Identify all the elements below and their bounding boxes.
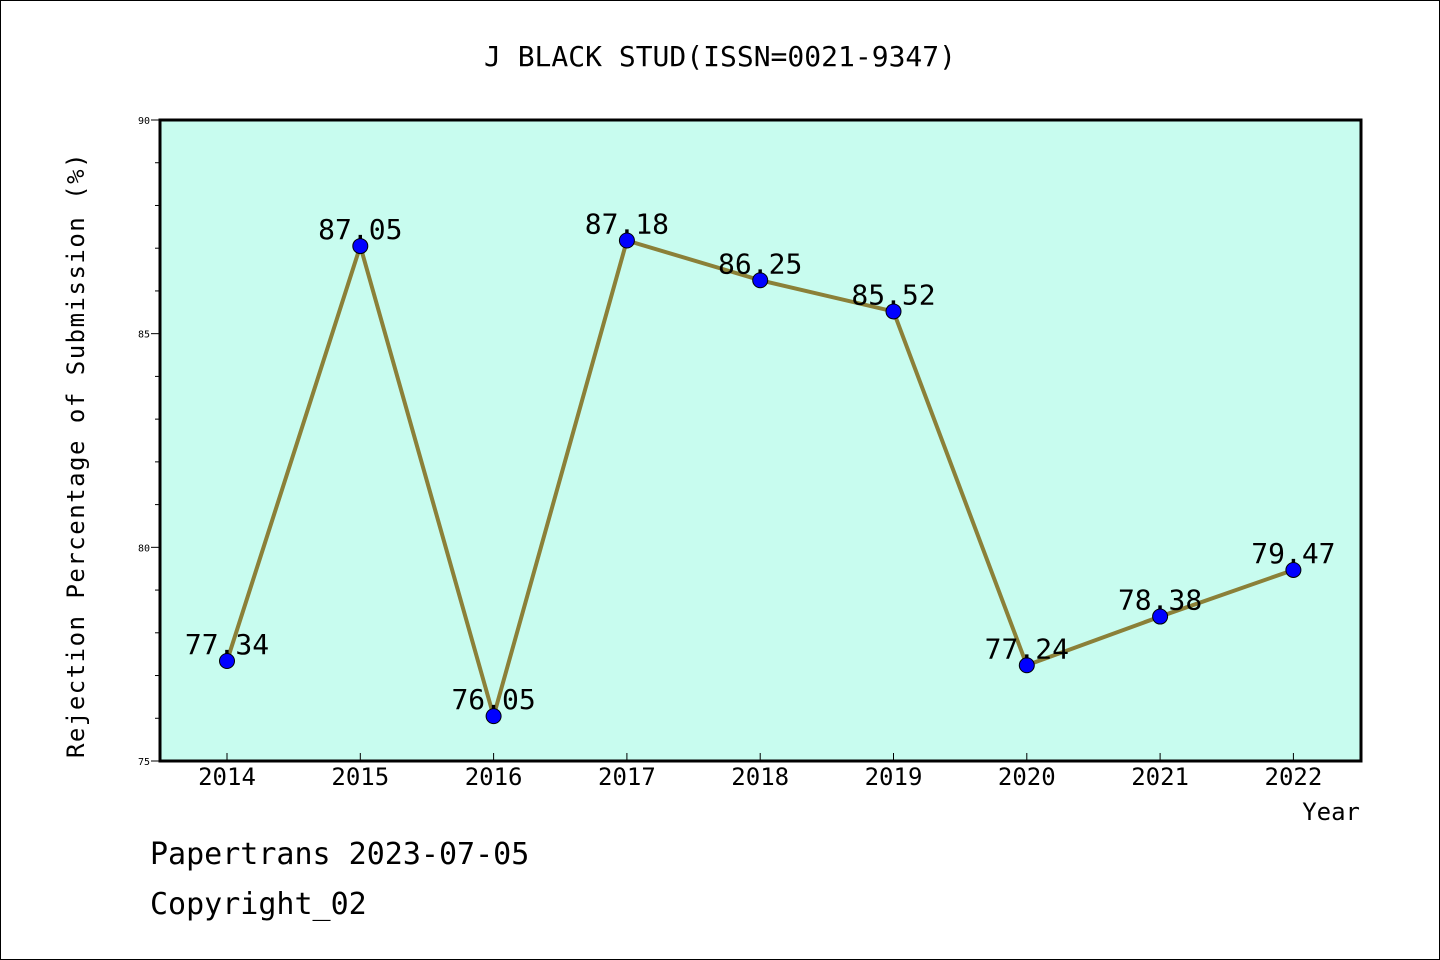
- chart-title: J BLACK STUD(ISSN=0021-9347): [484, 40, 956, 73]
- y-tick-label: 75: [138, 757, 150, 768]
- data-labels: 77.34 87.05 76.05 87.18 86.25 85.52 77.24 78.38…: [185, 208, 1336, 717]
- data-point: [1285, 561, 1302, 578]
- x-tick-label: 2016: [465, 763, 523, 791]
- data-label: 76.05: [451, 683, 535, 716]
- data-label: 87.05: [318, 213, 402, 246]
- x-tick-label: 2020: [998, 763, 1056, 791]
- x-tick-label: 2022: [1265, 763, 1323, 791]
- footer-copyright: Copyright_02: [150, 887, 367, 922]
- data-label: 78.38: [1118, 584, 1202, 617]
- data-label: 77.34: [185, 628, 269, 661]
- data-point: [752, 272, 769, 289]
- data-point: [618, 232, 635, 249]
- x-tick-label: 2014: [198, 763, 256, 791]
- x-axis: 2014 2015 2016 2017 2018 2019 2020 2021 2022: [198, 753, 1322, 791]
- x-tick-label: 2021: [1131, 763, 1189, 791]
- data-point: [1152, 608, 1169, 625]
- y-tick-label: 80: [138, 543, 150, 554]
- data-label: 87.18: [585, 208, 669, 241]
- plot-area: [160, 120, 1361, 761]
- data-point: [1018, 657, 1035, 674]
- data-point: [352, 238, 369, 255]
- data-point: [219, 653, 235, 670]
- data-point: [485, 708, 502, 725]
- y-tick-label: 85: [138, 330, 150, 341]
- plot-border: [158, 118, 1363, 763]
- x-tick-label: 2017: [598, 763, 656, 791]
- y-axis-label: Rejection Percentage of Submission (%): [62, 152, 90, 758]
- series-points: [219, 232, 1302, 725]
- data-point: [885, 303, 902, 320]
- data-label: 77.24: [985, 632, 1069, 665]
- x-tick-label: 2019: [865, 763, 923, 791]
- x-tick-label: 2018: [731, 763, 789, 791]
- y-tick-label: 90: [138, 116, 150, 127]
- x-tick-label: 2015: [331, 763, 389, 791]
- x-axis-label: Year: [1302, 798, 1360, 826]
- y-axis: 75 80 85 90: [138, 116, 160, 768]
- data-label: 79.47: [1251, 537, 1335, 570]
- data-label: 85.52: [851, 278, 935, 311]
- footer-date: Papertrans 2023-07-05: [150, 837, 529, 872]
- data-label: 86.25: [718, 247, 802, 280]
